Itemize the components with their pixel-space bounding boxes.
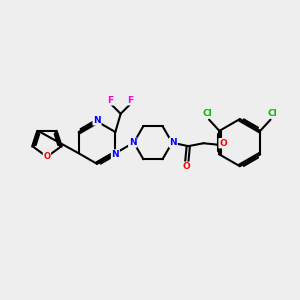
Text: O: O [183,162,191,171]
Text: N: N [93,116,101,125]
Text: F: F [128,96,134,105]
Text: F: F [108,96,114,105]
Text: Cl: Cl [267,109,277,118]
Text: N: N [169,138,177,147]
Text: N: N [129,138,136,147]
Text: O: O [44,152,50,161]
Text: N: N [112,150,119,159]
Text: O: O [219,139,227,148]
Text: Cl: Cl [203,109,212,118]
